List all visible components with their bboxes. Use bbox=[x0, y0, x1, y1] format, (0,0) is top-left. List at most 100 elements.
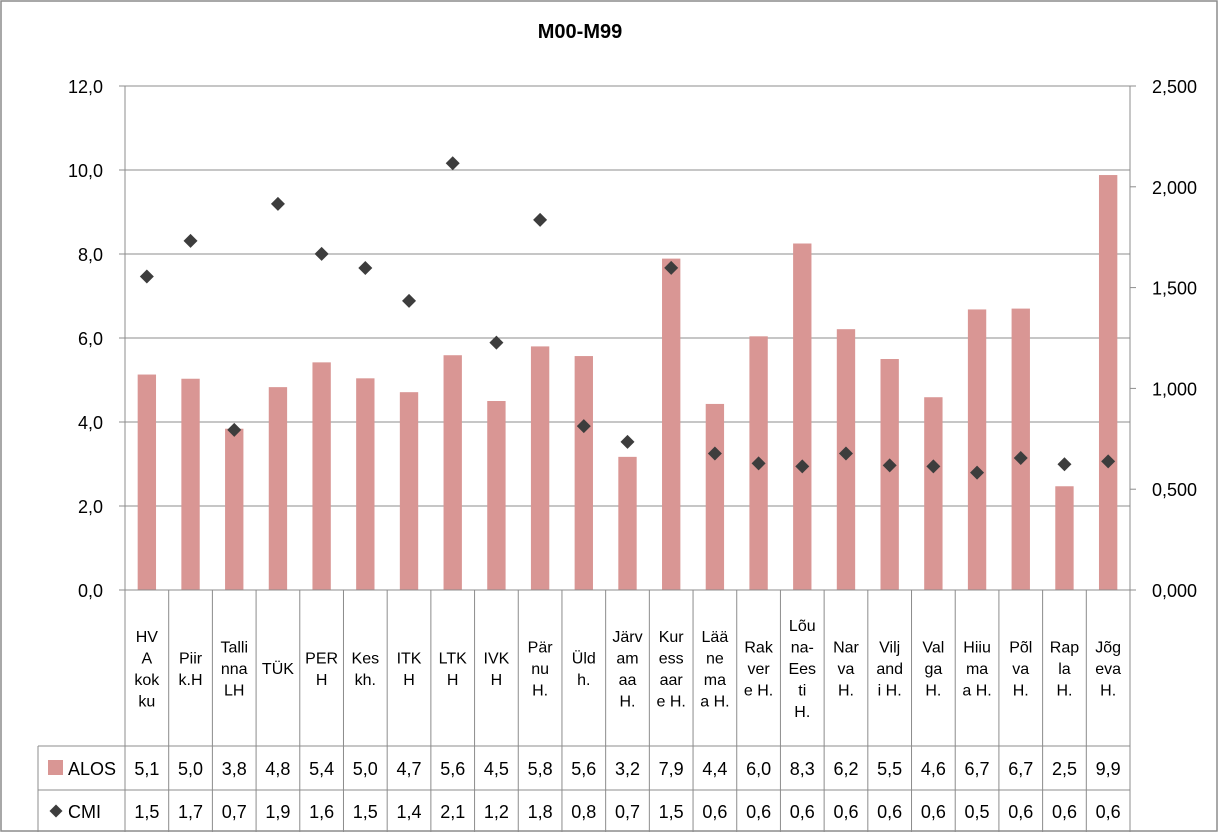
category-label-line: ti bbox=[798, 683, 806, 700]
bar-alos bbox=[356, 378, 375, 590]
category-label: Vilj and i H. bbox=[876, 640, 903, 700]
bar-alos bbox=[662, 258, 681, 590]
table-value-alos: 4,8 bbox=[265, 759, 290, 779]
category-label: Lõu na- Ees ti H. bbox=[788, 618, 816, 721]
table-value-cmi: 1,5 bbox=[659, 802, 684, 822]
category-label-line: e H. bbox=[744, 683, 773, 700]
category-label-line: Põl bbox=[1009, 640, 1032, 657]
bar-alos bbox=[181, 378, 200, 590]
category-label-line: H bbox=[316, 672, 328, 689]
marker-cmi bbox=[620, 434, 635, 449]
bar-alos bbox=[399, 392, 419, 590]
category-label: Üld h. bbox=[572, 649, 596, 689]
category-label-line: ma bbox=[704, 672, 726, 689]
y-right-tick-label: 1,000 bbox=[1152, 379, 1197, 399]
category-label-line: Piir bbox=[179, 650, 203, 667]
table-value-alos: 7,9 bbox=[659, 759, 684, 779]
marker-cmi bbox=[926, 459, 941, 474]
table-value-cmi: 1,9 bbox=[265, 802, 290, 822]
table-value-alos: 4,6 bbox=[921, 759, 946, 779]
category-label-line: Vilj bbox=[879, 640, 900, 657]
bar-alos bbox=[312, 362, 331, 590]
category-label-line: nna bbox=[221, 661, 248, 678]
table-value-cmi: 0,6 bbox=[921, 802, 946, 822]
category-label-line: a H. bbox=[700, 693, 729, 710]
marker-cmi bbox=[882, 458, 897, 473]
category-label: LTK H bbox=[439, 650, 467, 689]
category-label-line: H. bbox=[532, 683, 548, 700]
marker-cmi bbox=[795, 459, 810, 474]
bar-alos bbox=[967, 309, 987, 590]
category-label: Järv am aa H. bbox=[612, 629, 642, 711]
category-label-line: kh. bbox=[355, 672, 376, 689]
category-label-line: and bbox=[876, 661, 903, 678]
category-label-line: nu bbox=[531, 661, 549, 678]
table-value-cmi: 0,8 bbox=[571, 802, 596, 822]
category-label-line: kok bbox=[134, 672, 160, 689]
bar-alos bbox=[793, 243, 812, 590]
bar-alos bbox=[924, 397, 943, 590]
y-right-tick-label: 0,500 bbox=[1152, 480, 1197, 500]
category-label: Põl va H. bbox=[1009, 640, 1032, 700]
category-label-line: Järv bbox=[612, 629, 642, 646]
bar-alos bbox=[443, 355, 462, 590]
category-label: Piir k.H bbox=[179, 650, 203, 689]
bar-alos bbox=[574, 356, 593, 590]
table-value-cmi: 0,6 bbox=[790, 802, 815, 822]
marker-cmi bbox=[270, 196, 285, 211]
y-left-tick-label: 4,0 bbox=[78, 413, 103, 433]
category-label: PER H bbox=[305, 650, 338, 689]
category-label-line: H. bbox=[620, 693, 636, 710]
marker-cmi bbox=[707, 446, 722, 461]
table-value-alos: 6,0 bbox=[746, 759, 771, 779]
category-label-line: va bbox=[1012, 661, 1029, 678]
table-value-alos: 4,5 bbox=[484, 759, 509, 779]
table-value-cmi: 0,6 bbox=[1052, 802, 1077, 822]
category-label-line: H. bbox=[1056, 683, 1072, 700]
marker-cmi bbox=[751, 456, 766, 471]
table-value-cmi: 2,1 bbox=[440, 802, 465, 822]
table-value-cmi: 1,2 bbox=[484, 802, 509, 822]
bar-alos bbox=[225, 428, 244, 590]
category-label: TÜK bbox=[262, 660, 294, 678]
bar-alos bbox=[1055, 486, 1074, 590]
category-label-line: H bbox=[447, 672, 459, 689]
category-label-line: H. bbox=[794, 704, 810, 721]
category-label-line: PER bbox=[305, 650, 338, 667]
table-value-alos: 8,3 bbox=[790, 759, 815, 779]
table-value-alos: 5,0 bbox=[178, 759, 203, 779]
category-label: Hiiu ma a H. bbox=[962, 640, 991, 700]
table-value-cmi: 0,6 bbox=[702, 802, 727, 822]
category-label-line: am bbox=[616, 650, 638, 667]
legend-label-cmi: CMI bbox=[68, 802, 101, 822]
marker-cmi bbox=[533, 212, 548, 227]
category-label: Lää ne ma a H. bbox=[700, 629, 729, 711]
table-value-alos: 5,6 bbox=[440, 759, 465, 779]
category-label-line: e H. bbox=[657, 693, 686, 710]
category-label-line: HV bbox=[136, 629, 159, 646]
category-label-line: Nar bbox=[833, 640, 859, 657]
category-label-line: ITK bbox=[397, 650, 422, 667]
marker-cmi bbox=[1057, 457, 1072, 472]
category-label-line: H. bbox=[925, 683, 941, 700]
table-value-cmi: 0,6 bbox=[746, 802, 771, 822]
bar-alos bbox=[618, 456, 637, 590]
table-value-cmi: 0,7 bbox=[222, 802, 247, 822]
category-label-line: Kes bbox=[352, 650, 380, 667]
table-value-cmi: 0,7 bbox=[615, 802, 640, 822]
category-label-line: Üld bbox=[572, 649, 596, 667]
legend-label-alos: ALOS bbox=[68, 759, 116, 779]
category-label: Talli nna LH bbox=[220, 640, 248, 700]
category-label-line: ne bbox=[706, 650, 724, 667]
table-value-alos: 6,7 bbox=[1008, 759, 1033, 779]
category-label-line: aar bbox=[660, 672, 684, 689]
y-left-tick-label: 8,0 bbox=[78, 245, 103, 265]
legend-swatch-alos bbox=[48, 760, 63, 775]
chart-title: M00-M99 bbox=[538, 21, 622, 43]
category-label-line: Jõg bbox=[1095, 640, 1121, 657]
y-left-tick-label: 0,0 bbox=[78, 581, 103, 601]
category-label-line: A bbox=[142, 650, 153, 667]
marker-cmi bbox=[489, 335, 504, 350]
bar-alos bbox=[705, 403, 725, 590]
